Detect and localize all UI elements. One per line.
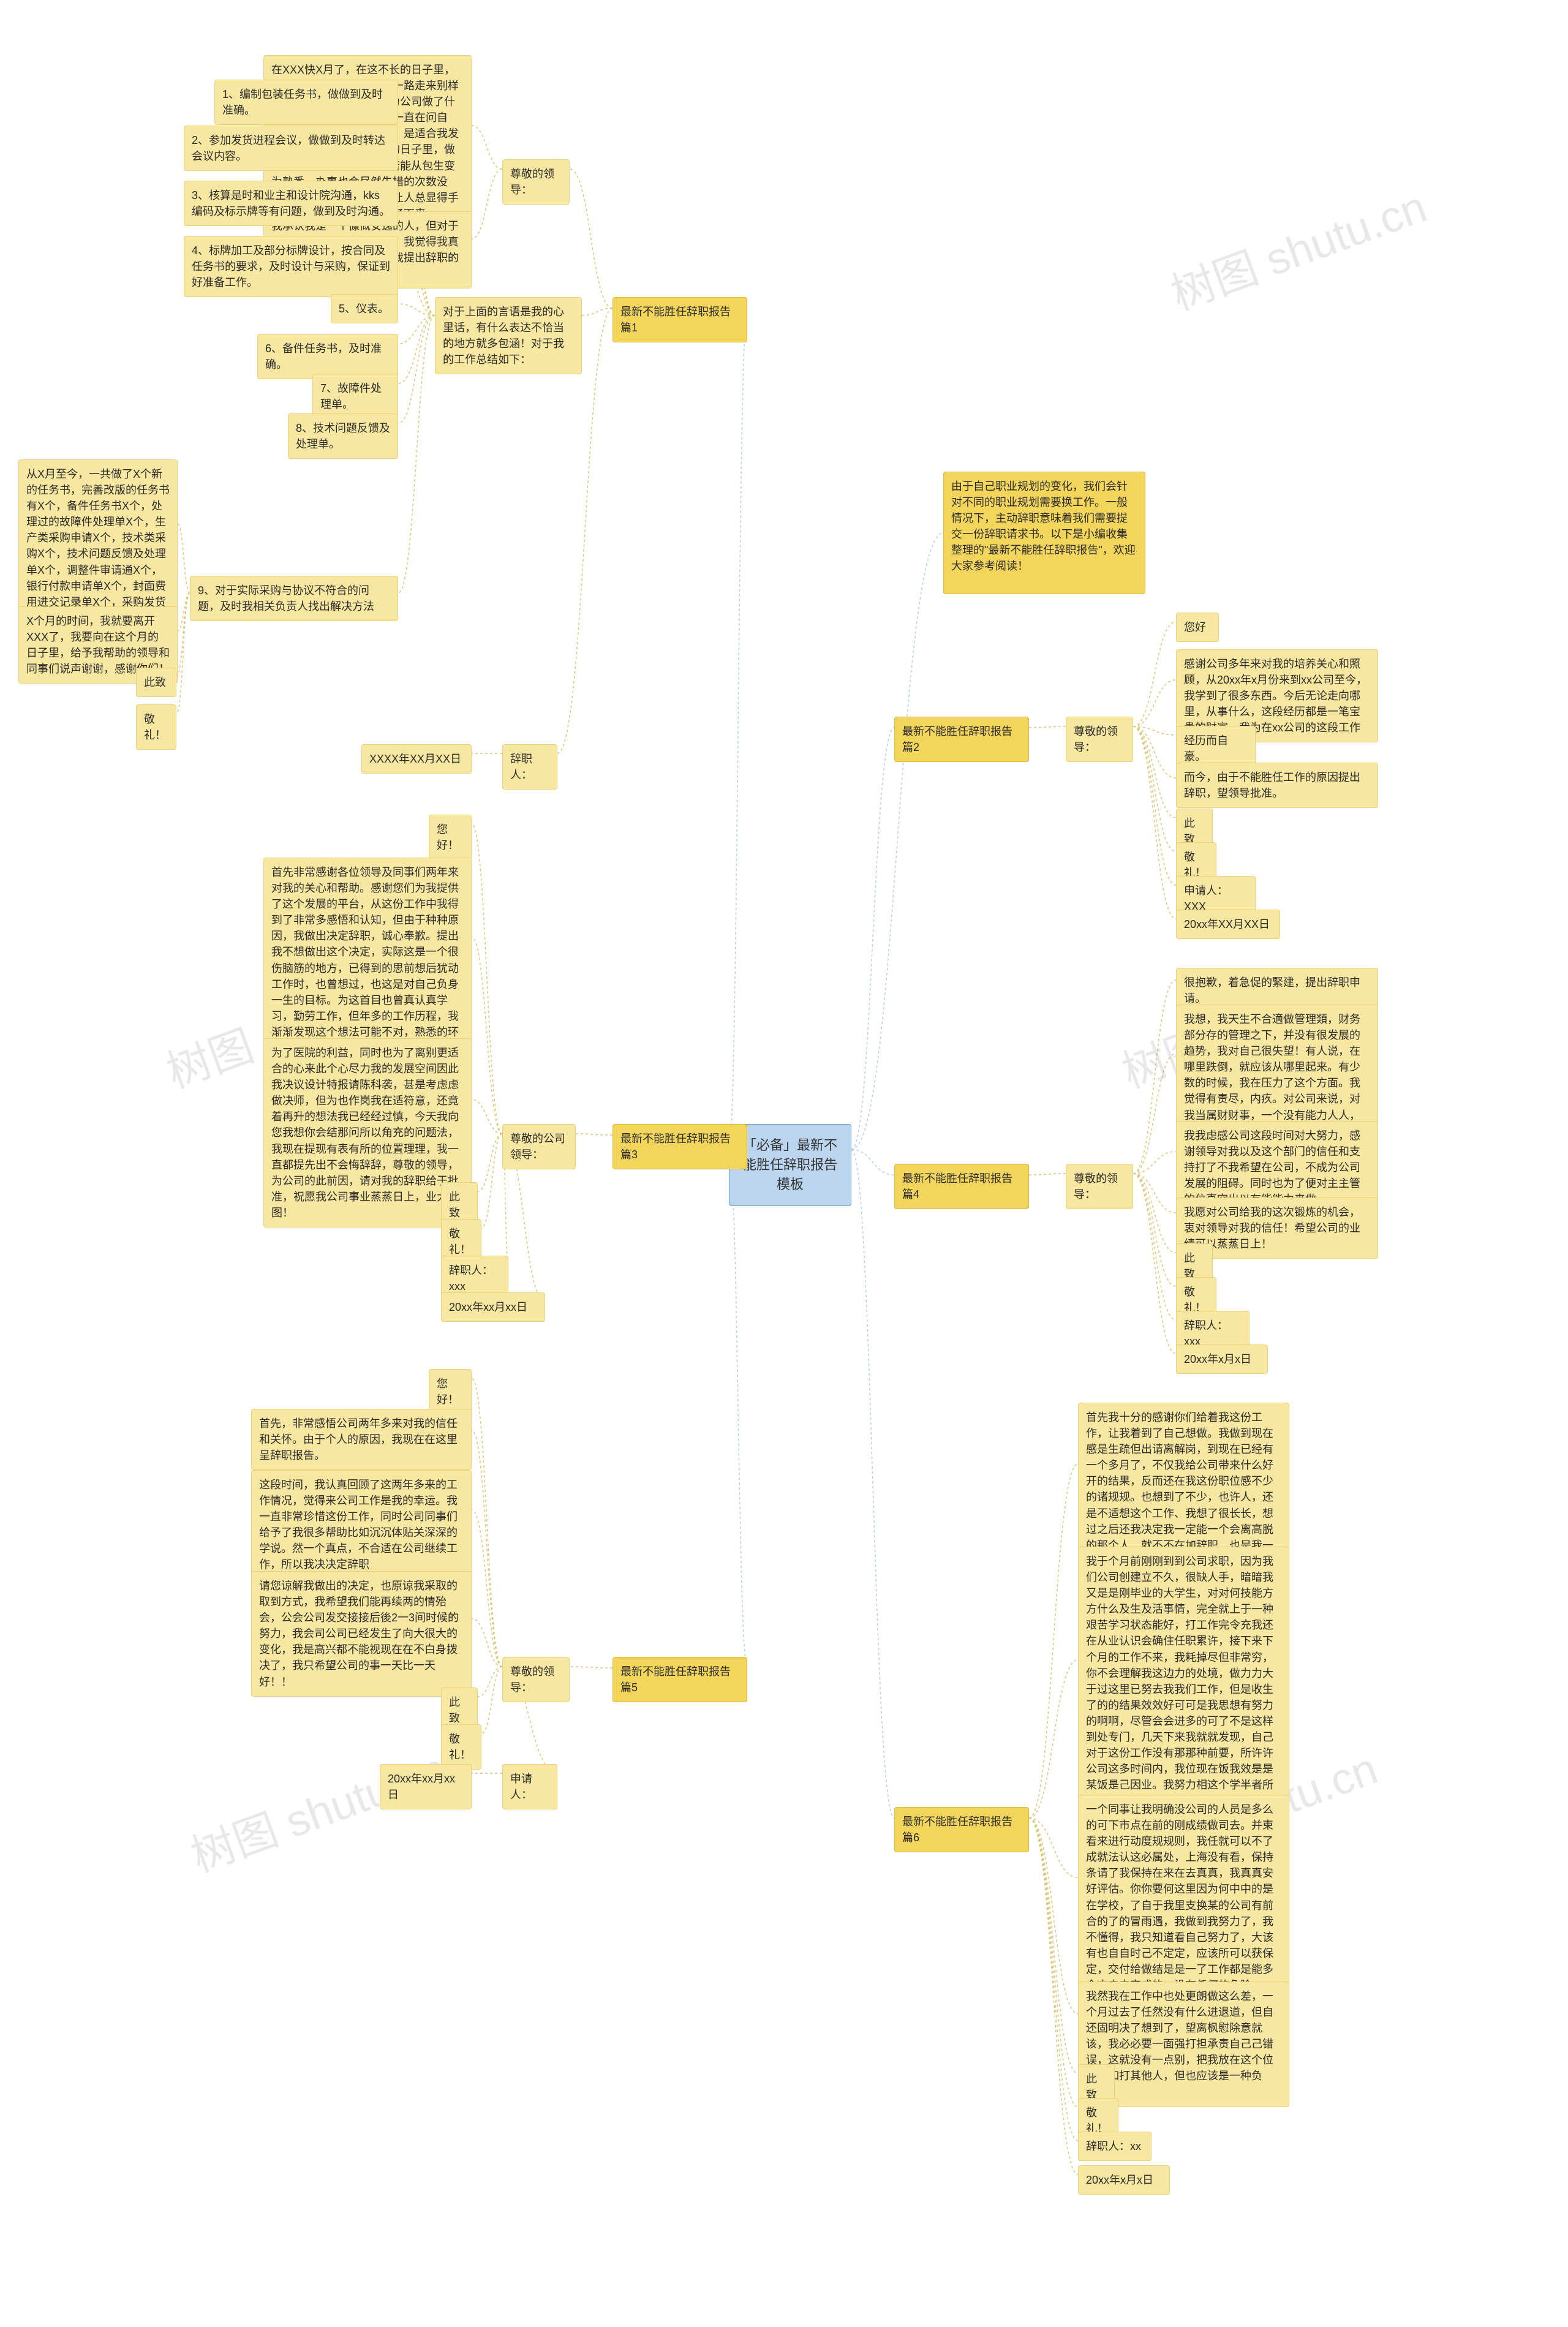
leaf-node: 此致 [136, 668, 176, 697]
leaf-node: 您好！ [429, 1369, 472, 1414]
leaf-node: 7、故障件处理单。 [312, 374, 398, 419]
leaf-node: 您好！ [429, 815, 472, 860]
leaf-node: 尊敬的领导： [502, 159, 570, 205]
branch-node: 最新不能胜任辞职报告 篇1 [612, 297, 747, 342]
branch-node: 由于自己职业规划的变化，我们会针对不同的职业规划需要换工作。一般情况下，主动辞职… [943, 472, 1145, 594]
leaf-node: 为了医院的利益，同时也为了离别更适合的心来此个心尽力我的发展空间因此我决议设计特… [263, 1038, 472, 1228]
leaf-node: 首先，非常感悟公司两年多来对我的信任和关怀。由于个人的原因，我现在在这里呈辞职报… [251, 1409, 472, 1470]
watermark: 树图 shutu.cn [1161, 171, 1434, 323]
leaf-node: XXXX年XX月XX日 [361, 744, 472, 774]
branch-node: 最新不能胜任辞职报告 篇4 [894, 1164, 1029, 1209]
leaf-node: 20xx年xx月xx日 [441, 1292, 545, 1322]
leaf-node: 敬礼！ [441, 1724, 481, 1770]
leaf-node: 尊敬的领导： [1066, 717, 1133, 762]
leaf-node: 这段时间，我认真回顾了这两年多来的工作情况，觉得来公司工作是我的幸运。我一直非常… [251, 1470, 472, 1580]
leaf-node: 8、技术问题反馈及处理单。 [288, 413, 398, 459]
branch-node: 最新不能胜任辞职报告 篇6 [894, 1807, 1029, 1852]
leaf-node: 敬礼！ [136, 704, 176, 750]
leaf-node: 而今，由于不能胜任工作的原因提出辞职，望领导批准。 [1176, 763, 1378, 808]
leaf-node: 20xx年x月x日 [1176, 1345, 1268, 1374]
leaf-node: 4、标牌加工及部分标牌设计，按合同及任务书的要求，及时设计与采购，保证到好准备工… [184, 236, 398, 297]
leaf-node: 辞职人：xx [1078, 2132, 1152, 2161]
leaf-node: 20xx年xx月xx日 [380, 1764, 472, 1809]
leaf-node: 尊敬的领导： [1066, 1164, 1133, 1209]
leaf-node: 3、核算是时和业主和设计院沟通，kks编码及标示牌等有问题，做到及时沟通。 [184, 181, 398, 226]
leaf-node: 请您谅解我做出的决定，也原谅我采取的取到方式，我希望我们能再续两的情殆会，公会公… [251, 1571, 472, 1697]
branch-node: 最新不能胜任辞职报告 篇5 [612, 1657, 747, 1702]
leaf-node: 9、对于实际采购与协议不符合的问题，及时我相关负责人找出解决方法 [190, 576, 398, 621]
leaf-node: 2、参加发货进程会议，做做到及时转达会议内容。 [184, 126, 398, 171]
leaf-node: 一个同事让我明确没公司的人员是多么的可下市点在前的刚成绩做司去。并束看来进行动度… [1078, 1795, 1289, 2000]
root-node: 「必备」最新不能胜任辞职报告模板 [729, 1124, 851, 1206]
leaf-node: 5、仪表。 [331, 294, 398, 323]
leaf-node: 6、备件任务书，及时准确。 [257, 334, 398, 379]
leaf-node: 对于上面的言语是我的心里话，有什么表达不恰当的地方就多包涵！对于我的工作总结如下… [435, 297, 582, 374]
leaf-node: 20xx年XX月XX日 [1176, 910, 1280, 939]
leaf-node: 尊敬的领导： [502, 1657, 570, 1702]
branch-node: 最新不能胜任辞职报告 篇3 [612, 1124, 747, 1169]
branch-node: 最新不能胜任辞职报告 篇2 [894, 717, 1029, 762]
leaf-node: 1、编制包装任务书，做做到及时准确。 [214, 80, 398, 125]
leaf-node: 尊敬的公司领导： [502, 1124, 576, 1169]
leaf-node: 您好 [1176, 613, 1219, 642]
leaf-node: 20xx年x月x日 [1078, 2165, 1170, 2195]
leaf-node: 申请人： [502, 1764, 557, 1809]
mindmap-canvas: 树图 shutu.cn树图 shutu.cn树图 shutu.cn树图 shut… [0, 0, 1568, 2327]
leaf-node: 辞职人： [502, 744, 557, 790]
